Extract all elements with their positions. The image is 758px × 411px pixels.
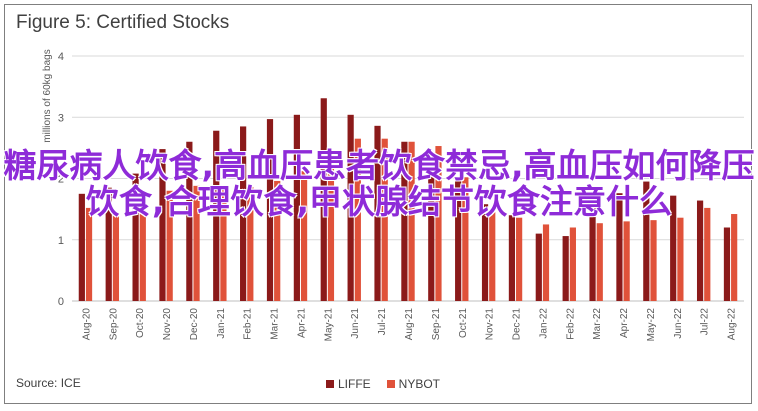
bar-nybot-jun-22 bbox=[677, 217, 684, 301]
bar-liffe-apr-21 bbox=[293, 114, 300, 301]
x-tick-label: Jun-21 bbox=[350, 308, 361, 339]
bar-liffe-feb-21 bbox=[240, 126, 247, 301]
grid-lines bbox=[72, 55, 744, 302]
y-tick-label: 0 bbox=[58, 296, 64, 308]
legend-label-liffe: LIFFE bbox=[338, 377, 371, 391]
x-tick-label: Jul-22 bbox=[700, 308, 711, 336]
x-tick-label: Dec-20 bbox=[189, 308, 200, 341]
y-tick-label: 2 bbox=[58, 174, 64, 186]
bar-nybot-oct-21 bbox=[462, 177, 469, 301]
legend-item-liffe: LIFFE bbox=[326, 377, 371, 391]
bar-liffe-may-22 bbox=[643, 181, 650, 301]
chart-title: Figure 5: Certified Stocks bbox=[16, 12, 230, 33]
bar-liffe-nov-21 bbox=[481, 204, 489, 301]
bar-liffe-may-21 bbox=[320, 98, 327, 301]
bar-nybot-aug-20 bbox=[85, 207, 93, 301]
bar-nybot-oct-20 bbox=[139, 206, 146, 301]
bar-liffe-oct-21 bbox=[455, 180, 462, 301]
bar-nybot-feb-22 bbox=[569, 227, 576, 301]
bar-liffe-nov-20 bbox=[159, 149, 166, 301]
bar-liffe-aug-20 bbox=[78, 193, 85, 301]
bar-liffe-jun-21 bbox=[347, 114, 354, 301]
x-tick-label: May-22 bbox=[646, 308, 657, 342]
x-tick-label: Oct-21 bbox=[458, 308, 469, 338]
bar-nybot-may-21 bbox=[327, 152, 335, 301]
bar-nybot-may-22 bbox=[650, 220, 657, 301]
bar-liffe-aug-22 bbox=[723, 227, 731, 301]
bar-liffe-sep-20 bbox=[105, 187, 112, 301]
bar-nybot-jul-21 bbox=[381, 138, 388, 301]
bar-nybot-jan-22 bbox=[542, 224, 550, 301]
bar-liffe-sep-21 bbox=[428, 167, 435, 301]
bar-liffe-jul-22 bbox=[696, 200, 704, 301]
x-tick-label: May-21 bbox=[323, 308, 334, 342]
x-tick-label: Mar-22 bbox=[592, 308, 603, 340]
bar-nybot-nov-20 bbox=[166, 190, 173, 301]
x-tick-label: Aug-20 bbox=[81, 308, 92, 341]
x-tick-label: Sep-21 bbox=[431, 308, 442, 341]
bar-liffe-mar-21 bbox=[266, 119, 274, 302]
source-note: Source: ICE bbox=[16, 376, 81, 390]
bar-liffe-dec-21 bbox=[508, 215, 516, 301]
bars bbox=[78, 98, 738, 302]
x-tick-label: Apr-22 bbox=[619, 308, 630, 338]
x-tick-label: Nov-20 bbox=[162, 308, 173, 341]
y-tick-label: 3 bbox=[58, 112, 64, 124]
x-tick-label: Jun-22 bbox=[673, 308, 684, 339]
legend-swatch-nybot bbox=[386, 380, 395, 388]
bar-nybot-sep-20 bbox=[112, 212, 120, 301]
bar-nybot-sep-21 bbox=[435, 146, 442, 301]
x-tick-label: Feb-21 bbox=[243, 308, 254, 340]
x-tick-label: Jan-21 bbox=[216, 308, 227, 339]
bar-nybot-apr-22 bbox=[623, 221, 630, 301]
x-tick-label: Dec-21 bbox=[512, 308, 523, 341]
bar-nybot-jul-22 bbox=[704, 207, 711, 301]
y-tick-label: 1 bbox=[58, 235, 64, 247]
x-tick-label: Nov-21 bbox=[485, 308, 496, 341]
x-tick-label: Oct-20 bbox=[135, 308, 146, 338]
bar-liffe-jun-22 bbox=[670, 195, 677, 301]
x-tick-label: Apr-21 bbox=[296, 308, 307, 338]
bar-nybot-apr-21 bbox=[300, 171, 308, 301]
bar-liffe-jan-22 bbox=[535, 233, 542, 301]
x-tick-label: Feb-22 bbox=[565, 308, 576, 340]
bar-nybot-aug-21 bbox=[408, 141, 415, 301]
legend-item-nybot: NYBOT bbox=[386, 377, 441, 391]
bar-nybot-mar-21 bbox=[274, 180, 281, 301]
bar-liffe-aug-21 bbox=[401, 141, 408, 301]
x-tick-label: Aug-21 bbox=[404, 308, 415, 341]
x-tick-label: Sep-20 bbox=[108, 308, 119, 341]
bar-liffe-mar-22 bbox=[589, 207, 596, 301]
legend-swatch-liffe bbox=[326, 380, 334, 388]
bar-nybot-nov-21 bbox=[489, 212, 496, 301]
bar-liffe-feb-22 bbox=[562, 236, 569, 301]
bar-nybot-jun-21 bbox=[354, 138, 361, 301]
bar-nybot-mar-22 bbox=[596, 223, 603, 301]
x-tick-label: Jan-22 bbox=[538, 308, 549, 339]
x-tick-label: Jul-21 bbox=[377, 308, 388, 336]
bar-nybot-jan-21 bbox=[220, 189, 227, 301]
bar-liffe-jul-21 bbox=[374, 125, 381, 301]
y-tick-labels: 0 1 2 3 4 bbox=[58, 51, 64, 308]
bar-nybot-aug-22 bbox=[731, 214, 738, 301]
bar-nybot-dec-20 bbox=[193, 185, 200, 301]
x-tick-labels: Aug-20 Sep-20 Oct-20 Nov-20 Dec-20 Jan-21 Feb-… bbox=[81, 308, 737, 342]
legend: LIFFE NYBOT bbox=[326, 377, 448, 391]
bar-liffe-dec-20 bbox=[186, 141, 193, 301]
y-axis-label: millions of 60kg bags bbox=[42, 49, 53, 142]
bar-liffe-oct-20 bbox=[132, 173, 139, 301]
x-tick-label: Mar-21 bbox=[270, 308, 281, 340]
bar-liffe-apr-22 bbox=[616, 193, 623, 301]
bar-nybot-dec-21 bbox=[516, 217, 523, 301]
x-tick-label: Aug-22 bbox=[727, 308, 738, 341]
bar-nybot-feb-21 bbox=[247, 187, 254, 301]
bar-liffe-jan-21 bbox=[213, 130, 220, 301]
legend-label-nybot: NYBOT bbox=[398, 377, 441, 391]
y-tick-label: 4 bbox=[58, 51, 64, 63]
